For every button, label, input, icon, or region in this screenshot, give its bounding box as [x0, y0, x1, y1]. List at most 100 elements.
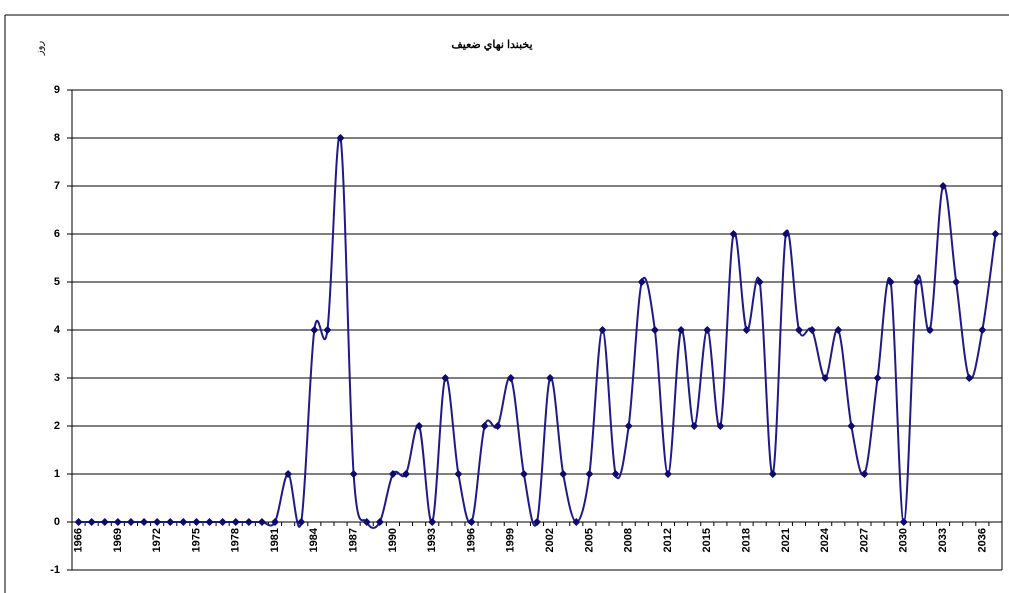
x-tick-label: 1996: [465, 528, 477, 552]
point-marker: [271, 518, 280, 526]
point-marker: [912, 278, 921, 286]
point-marker: [808, 326, 817, 334]
point-marker: [100, 518, 109, 526]
point-marker: [847, 422, 856, 430]
point-marker: [729, 230, 738, 238]
point-marker: [415, 422, 424, 430]
y-tick-label: 6: [54, 228, 60, 240]
point-marker: [755, 278, 764, 286]
point-marker: [703, 326, 712, 334]
x-tick-label: 1969: [112, 528, 124, 552]
x-tick-label: 2012: [662, 528, 674, 552]
y-tick-label: 4: [54, 324, 61, 336]
y-tick-label: 0: [54, 516, 60, 528]
x-tick-label: 2027: [858, 528, 870, 552]
point-marker: [637, 278, 646, 286]
x-tick-label: 1981: [269, 528, 281, 552]
point-marker: [873, 374, 882, 382]
point-marker: [965, 374, 974, 382]
point-marker: [362, 518, 371, 526]
x-tick-label: 1999: [505, 528, 517, 552]
point-marker: [349, 470, 358, 478]
point-marker: [834, 326, 843, 334]
x-tick-label: 2036: [976, 528, 988, 552]
point-marker: [205, 518, 214, 526]
point-marker: [768, 470, 777, 478]
point-marker: [886, 278, 895, 286]
point-marker: [74, 518, 83, 526]
point-marker: [585, 470, 594, 478]
point-marker: [480, 422, 489, 430]
x-tick-label: 2021: [780, 528, 792, 552]
point-marker: [546, 374, 555, 382]
point-marker: [192, 518, 201, 526]
point-marker: [140, 518, 149, 526]
x-tick-label: 2005: [583, 528, 595, 552]
point-marker: [899, 518, 908, 526]
point-marker: [611, 470, 620, 478]
point-marker: [388, 470, 397, 478]
point-marker: [166, 518, 175, 526]
x-tick-label: 1975: [190, 528, 202, 552]
point-marker: [493, 422, 502, 430]
x-tick-label: 2024: [819, 527, 831, 552]
x-tick-label: 1987: [348, 528, 360, 552]
point-marker: [794, 326, 803, 334]
y-tick-label: 3: [54, 372, 60, 384]
y-tick-label: -1: [50, 564, 60, 576]
point-marker: [467, 518, 476, 526]
point-marker: [650, 326, 659, 334]
point-marker: [559, 470, 568, 478]
point-marker: [821, 374, 830, 382]
point-marker: [336, 134, 345, 142]
point-marker: [519, 470, 528, 478]
point-marker: [402, 470, 411, 478]
y-tick-label: 5: [54, 276, 60, 288]
point-marker: [441, 374, 450, 382]
point-marker: [781, 230, 790, 238]
point-marker: [533, 518, 541, 526]
point-marker: [87, 518, 96, 526]
line-series: [78, 134, 997, 529]
x-tick-label: 2015: [701, 528, 713, 552]
x-tick-label: 2002: [544, 528, 556, 552]
point-marker: [231, 518, 240, 526]
point-marker: [153, 518, 162, 526]
x-tick-label: 2030: [898, 528, 910, 552]
point-marker: [572, 518, 581, 526]
point-marker: [244, 518, 253, 526]
x-tick-label: 2033: [937, 528, 949, 552]
point-marker: [310, 326, 319, 334]
y-tick-label: 7: [54, 180, 60, 192]
point-marker: [454, 470, 463, 478]
point-marker: [284, 470, 293, 478]
point-marker: [939, 182, 948, 190]
point-marker: [952, 278, 961, 286]
y-tick-label: 9: [54, 84, 60, 96]
point-marker: [925, 326, 934, 334]
point-marker: [624, 422, 633, 430]
point-marker: [690, 422, 699, 430]
point-marker: [428, 518, 437, 526]
point-marker: [742, 326, 751, 334]
x-tick-label: 2008: [623, 528, 635, 552]
x-tick-label: 1978: [230, 528, 242, 552]
y-tick-label: 1: [54, 468, 60, 480]
point-marker: [257, 518, 266, 526]
x-tick-label: 1972: [151, 528, 163, 552]
chart-title: يخبندا نهاي ضعيف: [451, 39, 532, 52]
x-tick-label: 1990: [387, 528, 399, 552]
x-tick-label: 1984: [308, 527, 320, 552]
point-marker: [506, 374, 515, 382]
point-marker: [860, 470, 869, 478]
y-tick-label: 8: [54, 132, 60, 144]
y-tick-label: 2: [54, 420, 60, 432]
point-marker: [991, 230, 1000, 238]
point-marker: [179, 518, 188, 526]
x-tick-label: 1993: [426, 528, 438, 552]
point-marker: [126, 518, 135, 526]
x-tick-label: 1966: [72, 528, 84, 552]
y-axis-label: روز: [35, 41, 46, 57]
point-marker: [323, 326, 332, 334]
point-marker: [716, 422, 725, 430]
